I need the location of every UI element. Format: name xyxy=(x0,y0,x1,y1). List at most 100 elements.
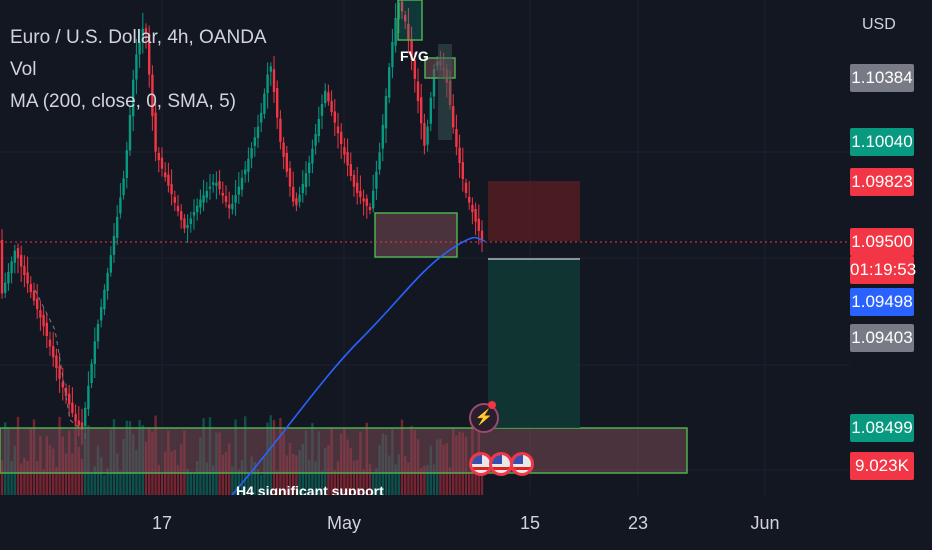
volume-bar xyxy=(42,469,45,495)
candle-body xyxy=(420,97,423,124)
candle-body xyxy=(183,218,186,229)
candle-body xyxy=(330,100,333,112)
candle-body xyxy=(212,182,215,185)
price-label-high: 1.10384 xyxy=(850,64,914,92)
candle-body xyxy=(164,172,167,178)
candle-body xyxy=(87,385,90,410)
candle-body xyxy=(298,194,301,203)
volume-bar xyxy=(295,455,298,495)
candle-body xyxy=(260,112,263,123)
candle-body xyxy=(394,18,397,46)
candle-body xyxy=(349,164,352,176)
candle-body xyxy=(224,196,228,202)
volume-bar xyxy=(263,456,266,495)
candle-body xyxy=(352,175,356,187)
volume-bar xyxy=(237,469,240,495)
candle-body xyxy=(173,196,176,203)
volume-bar xyxy=(375,467,378,495)
candle-body xyxy=(103,289,106,310)
support-label: H4 significant support xyxy=(236,483,384,495)
candle-body xyxy=(381,124,384,149)
volume-bar xyxy=(308,459,311,495)
candle-body xyxy=(61,382,64,388)
candlestick-chart[interactable] xyxy=(0,0,850,495)
price-label-current: 1.09500 xyxy=(850,228,914,256)
time-axis[interactable]: 17 May 15 23 Jun xyxy=(0,495,932,550)
candle-body xyxy=(80,422,84,430)
volume-bar xyxy=(388,455,391,495)
volume-bar xyxy=(336,461,340,495)
stop-loss-zone xyxy=(488,181,580,241)
candle-body xyxy=(429,97,432,124)
volume-bar xyxy=(240,460,244,495)
candle-body xyxy=(106,272,109,291)
candle-body xyxy=(52,346,55,358)
fvg-box xyxy=(397,0,423,41)
time-label: 17 xyxy=(151,513,173,533)
volume-bar xyxy=(100,457,103,495)
candle-body xyxy=(295,198,298,206)
volume-bar xyxy=(372,473,375,495)
volume-bar xyxy=(64,453,68,495)
candle-body xyxy=(477,218,480,231)
volume-indicator-label[interactable]: Vol xyxy=(10,59,37,80)
candle-body xyxy=(16,248,20,258)
candle-body xyxy=(263,93,266,114)
chart-pane[interactable]: Euro / U.S. Dollar, 4h, OANDA Vol MA (20… xyxy=(0,0,850,495)
price-axis[interactable]: USD 1.10384 1.10040 1.09823 1.09500 01:1… xyxy=(850,0,932,495)
candle-body xyxy=(423,123,426,146)
us-flag-event-icon[interactable] xyxy=(489,452,513,476)
candle-body xyxy=(410,39,413,60)
candle-body xyxy=(160,157,164,169)
volume-bar xyxy=(80,459,84,495)
candle-body xyxy=(119,197,122,214)
candle-body xyxy=(372,190,375,209)
volume-bar xyxy=(231,466,234,495)
candle-body xyxy=(282,142,285,157)
candle-body xyxy=(64,387,68,396)
candle-body xyxy=(356,182,359,193)
candle-body xyxy=(426,126,429,145)
candle-body xyxy=(39,310,42,318)
volume-bar xyxy=(362,469,365,495)
volume-bar xyxy=(247,471,250,495)
volume-bar xyxy=(205,462,208,495)
candle-body xyxy=(362,198,365,202)
moving-average-label[interactable]: MA (200, close, 0, SMA, 5) xyxy=(10,91,236,112)
candle-body xyxy=(122,178,125,196)
candle-body xyxy=(276,88,279,118)
volume-bar xyxy=(196,461,199,495)
take-profit-zone xyxy=(488,259,580,428)
candle-body xyxy=(474,208,477,222)
candle-body xyxy=(55,355,58,368)
volume-bar xyxy=(260,474,263,495)
candle-body xyxy=(388,67,391,98)
candle-body xyxy=(154,112,157,152)
candle-body xyxy=(23,265,26,276)
candle-body xyxy=(250,148,253,159)
candle-body xyxy=(404,15,407,22)
volume-bar xyxy=(397,454,400,495)
us-flag-event-icon[interactable] xyxy=(510,452,534,476)
fvg-label: FVG xyxy=(400,48,429,64)
candle-body xyxy=(138,41,141,55)
candle-body xyxy=(36,298,39,310)
volume-label: 9.023K xyxy=(850,452,914,480)
candle-body xyxy=(135,54,138,80)
candle-body xyxy=(346,152,349,166)
candle-body xyxy=(320,104,324,116)
candle-body xyxy=(74,413,77,421)
volume-bar xyxy=(276,471,279,495)
candle-body xyxy=(215,182,218,186)
volume-bar xyxy=(448,467,452,495)
symbol-title[interactable]: Euro / U.S. Dollar, 4h, OANDA xyxy=(10,27,267,48)
candle-body xyxy=(90,363,93,384)
candle-body xyxy=(400,1,404,12)
candle-body xyxy=(186,224,189,229)
volume-bar xyxy=(192,473,196,495)
candle-body xyxy=(100,306,103,321)
time-label: Jun xyxy=(750,513,780,533)
volume-bar xyxy=(423,466,426,495)
candle-body xyxy=(397,2,400,20)
volume-bar xyxy=(26,461,29,495)
